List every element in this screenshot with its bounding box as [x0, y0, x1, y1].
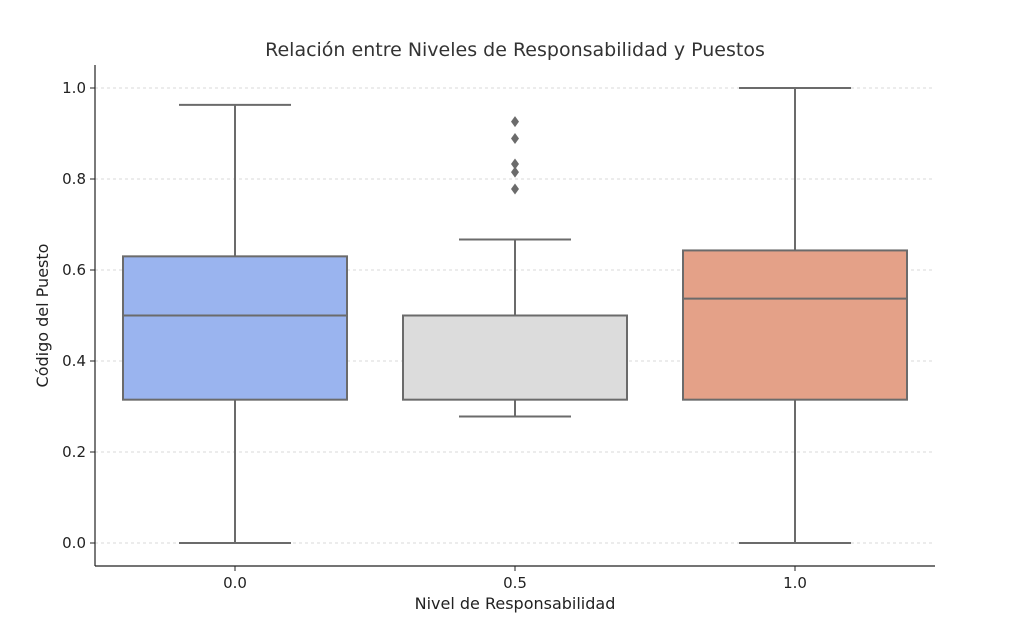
y-tick-label-4: 0.8 — [62, 170, 86, 188]
outlier-1-1 — [511, 133, 519, 145]
outlier-1-4 — [511, 183, 519, 195]
x-axis-label: Nivel de Responsabilidad — [415, 594, 616, 613]
outlier-1-0 — [511, 116, 519, 128]
x-tick-label-1: 0.5 — [503, 574, 527, 592]
box-0 — [122, 103, 348, 544]
box-1 — [402, 116, 628, 418]
box-body-2 — [682, 249, 908, 401]
box-body-1 — [402, 314, 628, 401]
x-ticks: 0.0 0.5 1.0 — [223, 566, 807, 592]
chart-title: Relación entre Niveles de Responsabilida… — [265, 39, 765, 61]
y-tick-label-0: 0.0 — [62, 534, 86, 552]
x-tick-label-0: 0.0 — [223, 574, 247, 592]
boxes — [122, 87, 908, 544]
x-tick-label-2: 1.0 — [783, 574, 807, 592]
box-2 — [682, 87, 908, 544]
y-tick-label-1: 0.2 — [62, 443, 86, 461]
y-tick-label-2: 0.4 — [62, 352, 86, 370]
y-tick-label-3: 0.6 — [62, 261, 86, 279]
outlier-1-3 — [511, 166, 519, 178]
box-body-0 — [122, 255, 348, 401]
y-axis-label: Código del Puesto — [33, 244, 52, 388]
y-ticks: 0.0 0.2 0.4 0.6 0.8 1.0 — [62, 79, 95, 552]
y-tick-label-5: 1.0 — [62, 79, 86, 97]
outlier-1-2 — [511, 158, 519, 170]
